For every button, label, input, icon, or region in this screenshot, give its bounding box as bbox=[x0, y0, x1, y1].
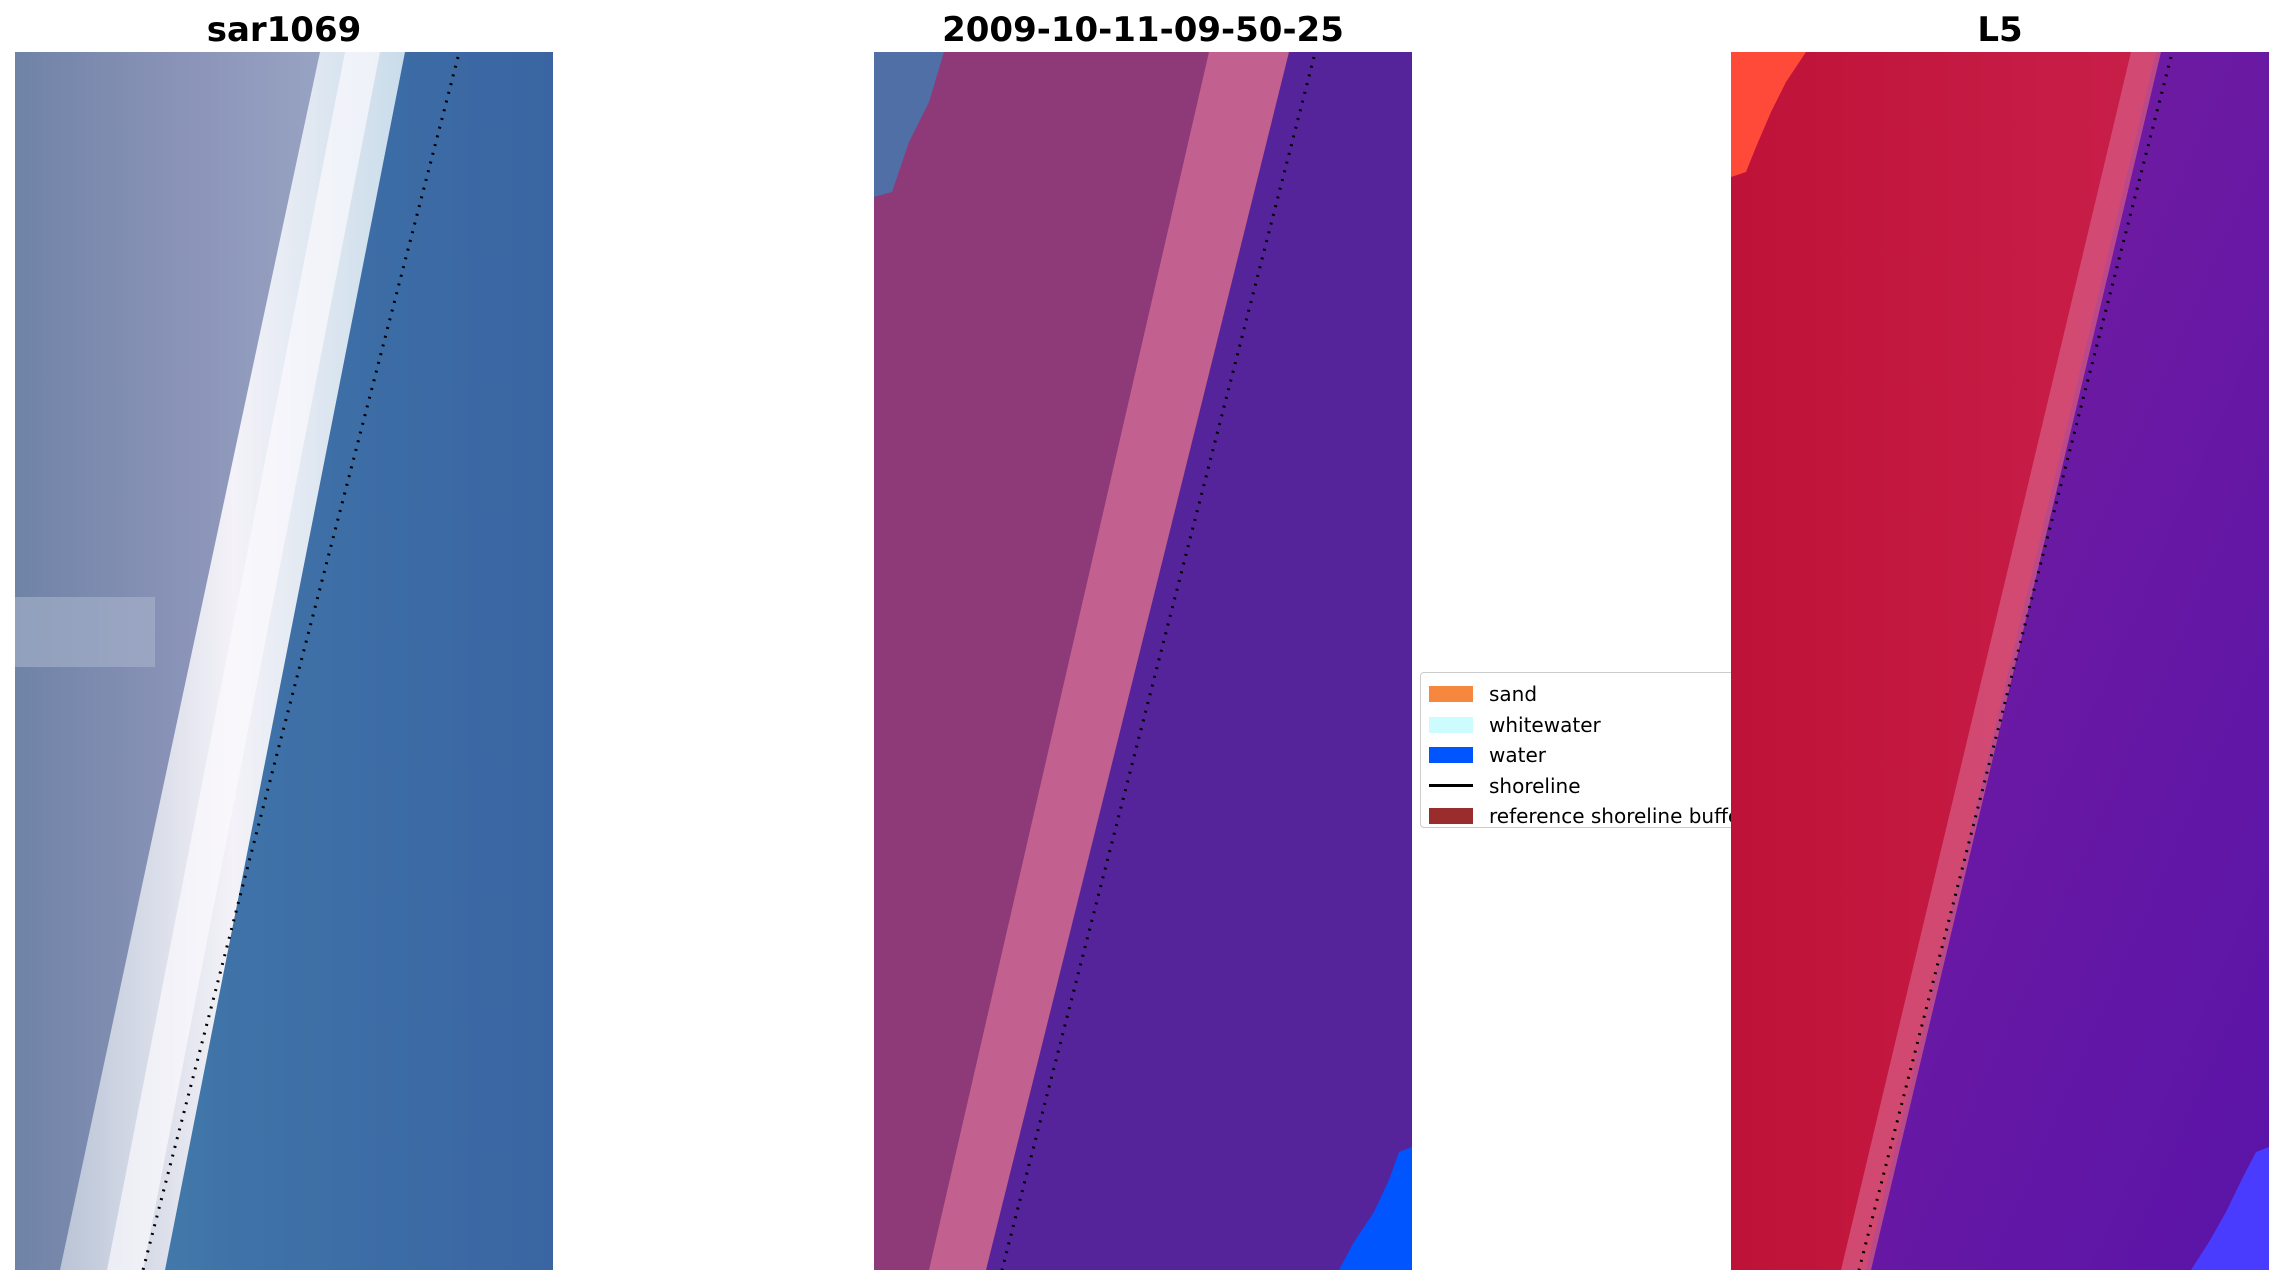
classified-land-area bbox=[874, 52, 1209, 1270]
legend-item-reference-buffer: reference shoreline buffer bbox=[1429, 801, 1739, 827]
index-image-panel bbox=[1731, 52, 2269, 1270]
index-image bbox=[1731, 52, 2269, 1270]
index-land-area bbox=[1731, 52, 2156, 1270]
classified-image bbox=[874, 52, 1412, 1270]
legend-label: water bbox=[1489, 743, 1546, 768]
shoreline bbox=[1000, 56, 1316, 1270]
legend: sand whitewater water shoreline referenc… bbox=[1420, 672, 1740, 828]
legend-label: reference shoreline buffer bbox=[1489, 804, 1740, 828]
panel-title-classified: 2009-10-11-09-50-25 bbox=[942, 10, 1344, 50]
index-corner bbox=[1731, 52, 1806, 177]
land-feature bbox=[15, 597, 155, 667]
legend-item-sand: sand bbox=[1429, 679, 1731, 710]
shoreline-swatch bbox=[1429, 784, 1473, 788]
water-swatch bbox=[1429, 747, 1473, 764]
legend-item-water: water bbox=[1429, 740, 1731, 771]
classified-image-panel bbox=[874, 52, 1412, 1270]
panel-title-rgb: sar1069 bbox=[206, 10, 362, 50]
legend-label: whitewater bbox=[1489, 712, 1601, 737]
rgb-corner bbox=[874, 52, 944, 197]
rgb-image-panel bbox=[15, 52, 553, 1270]
index-edge-band bbox=[1841, 52, 2161, 1270]
shoreline bbox=[141, 56, 460, 1270]
beach-highlight bbox=[107, 52, 380, 1270]
sand-swatch bbox=[1429, 686, 1473, 703]
reference-buffer-swatch bbox=[1429, 808, 1473, 825]
legend-label: sand bbox=[1489, 682, 1538, 707]
index-sea-area bbox=[2191, 1147, 2269, 1270]
whitewater-swatch bbox=[1429, 716, 1473, 733]
legend-item-whitewater: whitewater bbox=[1429, 710, 1731, 741]
sea-area bbox=[1339, 1147, 1412, 1270]
legend-item-shoreline: shoreline bbox=[1429, 771, 1731, 802]
panel-title-index: L5 bbox=[1977, 10, 2023, 50]
legend-label: shoreline bbox=[1489, 773, 1581, 798]
shoreline bbox=[1857, 56, 2173, 1270]
rgb-image bbox=[15, 52, 553, 1270]
